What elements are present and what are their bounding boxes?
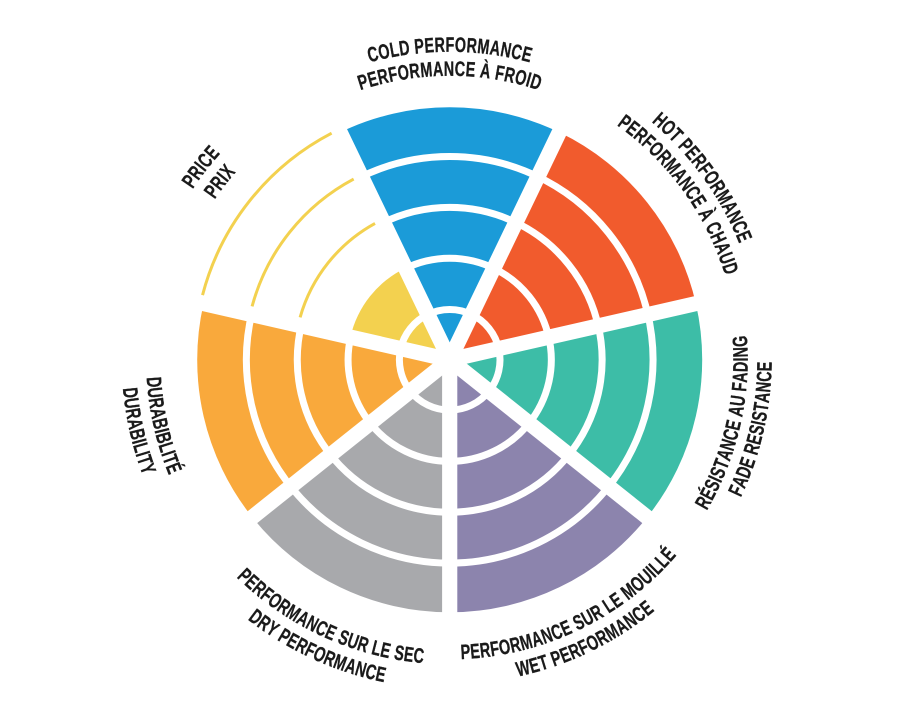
svg-text:W: W (514, 655, 533, 681)
svg-text:A: A (488, 36, 502, 61)
svg-text:R: R (121, 407, 146, 421)
svg-text:R: R (502, 63, 517, 88)
svg-text:A: A (146, 406, 171, 420)
svg-text:F: F (493, 61, 506, 85)
svg-text:C: C (509, 40, 524, 65)
svg-text:I: I (746, 419, 770, 428)
svg-text:B: B (148, 416, 173, 431)
svg-text:E: E (469, 639, 481, 663)
svg-text:S: S (747, 409, 772, 423)
svg-text:A: A (123, 416, 148, 431)
svg-text:O: O (376, 39, 392, 64)
svg-text:C: C (454, 57, 465, 81)
svg-text:A: A (724, 404, 749, 418)
svg-text:P: P (460, 640, 471, 664)
svg-text:À: À (479, 58, 492, 84)
svg-text:S: S (393, 641, 406, 666)
svg-text:A: A (750, 391, 774, 404)
svg-text:U: U (726, 394, 751, 408)
svg-text:A: A (728, 371, 752, 383)
svg-text:I: I (127, 436, 151, 446)
svg-text:P: P (413, 34, 425, 58)
svg-text:O: O (497, 635, 512, 660)
svg-text:M: M (419, 58, 433, 82)
svg-text:E: E (402, 642, 415, 666)
svg-text:C: C (752, 371, 776, 383)
svg-text:U: U (119, 396, 143, 409)
svg-text:D: D (397, 36, 411, 61)
svg-text:C: C (412, 644, 425, 668)
svg-text:M: M (476, 34, 490, 58)
svg-text:I: I (729, 358, 752, 362)
svg-text:O: O (396, 60, 411, 85)
svg-text:R: R (434, 33, 445, 57)
svg-text:A: A (432, 57, 443, 81)
svg-text:D: D (118, 386, 142, 399)
svg-text:R: R (144, 396, 169, 410)
svg-text:N: N (499, 38, 513, 63)
svg-text:O: O (454, 33, 466, 57)
svg-text:E: E (753, 361, 776, 371)
svg-text:N: N (751, 381, 775, 393)
svg-text:E: E (465, 58, 476, 82)
svg-text:I: I (157, 448, 180, 459)
svg-text:I: I (131, 449, 154, 460)
svg-text:I: I (150, 426, 174, 435)
svg-text:U: U (143, 386, 167, 399)
svg-text:F: F (445, 33, 454, 56)
svg-text:T: T (749, 401, 773, 413)
svg-text:R: R (408, 59, 421, 83)
svg-text:N: N (729, 347, 753, 358)
svg-text:R: R (479, 638, 492, 662)
svg-text:N: N (444, 57, 454, 80)
svg-text:F: F (489, 637, 501, 661)
svg-text:D: D (142, 376, 166, 388)
svg-text:I: I (524, 68, 534, 91)
svg-text:L: L (388, 37, 401, 61)
svg-text:E: E (424, 34, 435, 58)
svg-text:G: G (728, 335, 752, 348)
svg-text:D: D (729, 361, 753, 372)
svg-text:F: F (727, 381, 751, 392)
svg-text:R: R (466, 34, 478, 58)
